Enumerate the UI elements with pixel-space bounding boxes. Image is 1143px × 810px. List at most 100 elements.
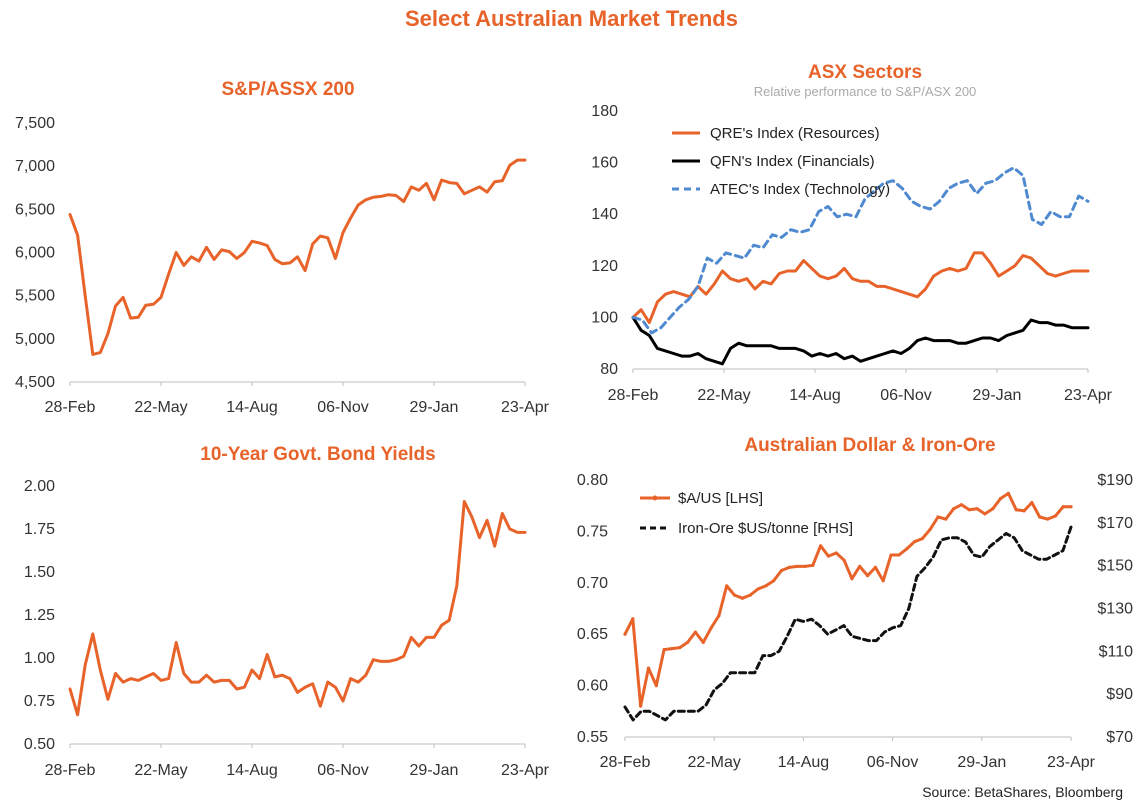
series-point xyxy=(756,587,760,591)
series-point xyxy=(725,584,729,588)
series-point xyxy=(983,512,987,516)
x-tick-label: 06-Nov xyxy=(867,754,919,771)
x-tick-label: 29-Jan xyxy=(973,387,1022,404)
y-tick-label: 0.80 xyxy=(577,472,608,489)
series-point xyxy=(975,507,979,511)
series-point xyxy=(639,704,643,708)
y-tick-label: 6,000 xyxy=(15,245,55,262)
y-tick-label: 7,500 xyxy=(15,115,55,132)
x-tick-label: 22-May xyxy=(134,762,187,779)
series-line-1 xyxy=(631,315,1090,366)
series-point xyxy=(944,517,948,521)
series-point xyxy=(936,515,940,519)
series-point xyxy=(678,645,682,650)
series-point xyxy=(693,630,698,634)
chart-sp-asx: S&P/ASSX 200 4,500 5,000 5,500 6,000 6,500 7,0… xyxy=(15,79,550,416)
y-tick-label: 1.50 xyxy=(24,564,55,581)
series-point xyxy=(873,565,877,569)
series-point xyxy=(865,574,870,578)
y-tick-label: 0.55 xyxy=(577,729,608,746)
legend-label: Iron-Ore $US/tonne [RHS] xyxy=(678,520,853,537)
series-point xyxy=(795,564,799,568)
x-tick-label: 23-Apr xyxy=(501,399,550,416)
y-tick-label: 180 xyxy=(591,103,618,120)
x-tick-label: 29-Jan xyxy=(957,754,1006,771)
series-point xyxy=(1022,509,1026,513)
legend-label: QRE's Index (Resources) xyxy=(710,125,880,142)
chart-subtitle: Relative performance to S&P/ASX 200 xyxy=(754,84,977,99)
x-tick-label: 14-Aug xyxy=(778,754,830,771)
x-tick-label: 29-Jan xyxy=(410,399,459,416)
x-tick-label: 22-May xyxy=(697,387,750,404)
chart-title: Australian Dollar & Iron-Ore xyxy=(744,435,995,456)
x-tick-label: 23-Apr xyxy=(501,762,550,779)
y-tick-label: 1.75 xyxy=(24,521,55,538)
y-tick-label: 100 xyxy=(591,309,618,326)
y-tick-label: 0.75 xyxy=(577,523,608,540)
series-point xyxy=(1038,515,1042,519)
chart-title: S&P/ASSX 200 xyxy=(221,79,354,100)
y2-tick-label: $90 xyxy=(1106,686,1133,703)
series-point xyxy=(905,547,909,551)
series-point xyxy=(1045,517,1050,521)
y-tick-label: 5,500 xyxy=(15,288,55,305)
series-point xyxy=(631,617,635,621)
series-point xyxy=(897,553,901,557)
y2-tick-label: $150 xyxy=(1097,558,1133,575)
series-point xyxy=(991,507,995,511)
series-point xyxy=(1014,508,1018,512)
source-note: Source: BetaShares, Bloomberg xyxy=(922,784,1123,800)
series-point xyxy=(1053,514,1057,518)
series-point xyxy=(920,536,924,541)
y-tick-label: 0.50 xyxy=(24,736,55,753)
series-point xyxy=(1061,505,1065,509)
legend-label: ATEC's Index (Technology) xyxy=(710,181,890,198)
series-point xyxy=(1006,491,1011,495)
x-tick-label: 23-Apr xyxy=(1047,754,1096,771)
series-point xyxy=(881,579,885,583)
series-line-1 xyxy=(623,525,1073,722)
chart-aud-iron-ore: Australian Dollar & Iron-Ore 0.55 0.60 0.65… xyxy=(577,435,1133,771)
series-point xyxy=(819,544,823,548)
legend-label: QFN's Index (Financials) xyxy=(710,153,875,170)
y2-tick-label: $190 xyxy=(1097,472,1133,489)
series-point xyxy=(662,648,666,652)
y2-tick-label: $130 xyxy=(1097,601,1133,618)
series-point xyxy=(858,564,862,568)
series-point xyxy=(685,640,690,645)
series-point xyxy=(701,640,705,645)
legend-label: $A/US [LHS] xyxy=(678,490,763,507)
series-point xyxy=(826,554,831,558)
x-tick-label: 14-Aug xyxy=(789,387,841,404)
series-point xyxy=(670,646,674,651)
x-tick-label: 14-Aug xyxy=(226,399,278,416)
legend: $A/US [LHS] Iron-Ore $US/tonne [RHS] xyxy=(640,490,853,537)
series-point xyxy=(764,584,768,588)
series-line-2 xyxy=(631,166,1090,335)
series-point xyxy=(850,577,854,581)
x-tick-label: 23-Apr xyxy=(1064,387,1113,404)
y-tick-label: 0.70 xyxy=(577,575,608,592)
y-tick-label: 140 xyxy=(591,206,618,223)
x-tick-label: 28-Feb xyxy=(45,762,96,779)
series-point xyxy=(1069,505,1073,509)
series-point xyxy=(740,596,744,600)
x-tick-label: 14-Aug xyxy=(226,762,278,779)
chart-title: 10-Year Govt. Bond Yields xyxy=(200,444,435,465)
x-tick-label: 28-Feb xyxy=(600,754,651,771)
series-line-0 xyxy=(68,500,527,717)
y-tick-label: 4,500 xyxy=(15,374,55,391)
series-line-0 xyxy=(631,251,1090,325)
series-point xyxy=(717,614,721,618)
y-tick-label: 7,000 xyxy=(15,158,55,175)
y-tick-label: 0.65 xyxy=(577,626,608,643)
series-point xyxy=(834,551,838,555)
y-tick-label: 0.75 xyxy=(24,693,55,710)
y-tick-label: 80 xyxy=(600,361,618,378)
series-point xyxy=(811,563,815,567)
y-tick-label: 6,500 xyxy=(15,201,55,218)
y2-tick-label: $110 xyxy=(1099,643,1134,660)
y2-tick-label: $170 xyxy=(1097,515,1133,532)
series-line-0 xyxy=(68,158,527,356)
